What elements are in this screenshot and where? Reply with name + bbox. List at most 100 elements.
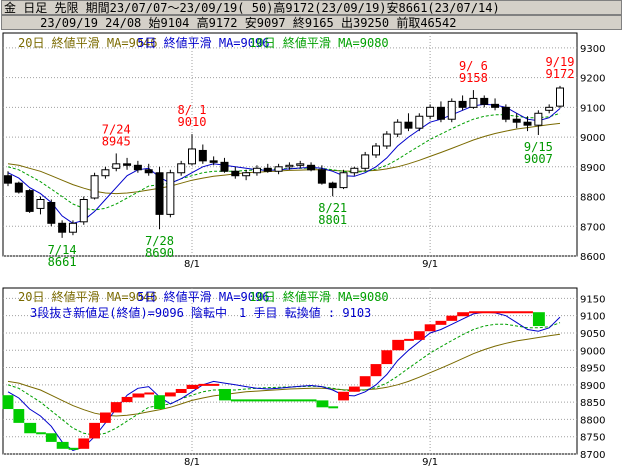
candle-body xyxy=(458,100,467,108)
candle-body xyxy=(350,167,359,174)
upper-y-tick-label: 8800 xyxy=(580,193,605,204)
candle-body xyxy=(242,172,251,177)
candle-body xyxy=(177,163,186,174)
up-brick xyxy=(338,391,349,401)
upper-y-tick-label: 8900 xyxy=(580,163,605,174)
legend-entry: 20日 終値平滑 MA=9046 xyxy=(18,35,157,50)
candle-body xyxy=(491,103,500,108)
legend-entry: 5日 終値平滑 MA=9096 xyxy=(137,289,269,304)
candle-body xyxy=(90,175,99,199)
candle-body xyxy=(534,112,543,126)
lower-x-axis: 8/1 9/1 xyxy=(184,457,438,468)
candle-body xyxy=(101,169,110,177)
lower-x-tick-label: 9/1 xyxy=(422,457,438,468)
candle-body xyxy=(4,175,12,184)
high-value-label: 9172 xyxy=(546,67,575,81)
up-brick xyxy=(424,324,436,332)
down-brick xyxy=(219,388,231,401)
candle-body xyxy=(480,97,489,105)
candle-body xyxy=(404,121,413,129)
up-brick xyxy=(446,315,458,321)
up-brick xyxy=(110,402,122,413)
up-brick xyxy=(164,392,176,397)
candle-body xyxy=(252,167,261,174)
lower-y-tick-label: 8850 xyxy=(580,398,605,409)
candle-body xyxy=(36,199,45,209)
lower-y-tick-label: 8750 xyxy=(580,433,605,444)
up-brick xyxy=(186,384,199,389)
lower-y-tick-label: 9100 xyxy=(580,312,605,323)
candle-body xyxy=(523,121,532,126)
high-value-label: 9010 xyxy=(178,115,207,129)
down-brick xyxy=(2,395,14,410)
candle-body xyxy=(144,169,153,174)
candle-body xyxy=(220,161,229,172)
low-date-label: 7/28 xyxy=(145,234,174,248)
high-date-label: 9/ 6 xyxy=(459,59,488,73)
low-date-label: 9/15 xyxy=(524,140,553,154)
upper-x-tick-label: 9/1 xyxy=(422,259,438,270)
candle-body xyxy=(393,121,402,135)
legend-entry: 20日 終値平滑 MA=9046 xyxy=(18,289,157,304)
candle-body xyxy=(79,199,88,223)
candle-body xyxy=(328,182,337,189)
lower-y-tick-label: 9000 xyxy=(580,346,605,357)
lower-y-tick-label: 9150 xyxy=(580,294,605,305)
upper-moving-averages xyxy=(7,103,561,224)
candle-body xyxy=(188,148,196,165)
candle-body xyxy=(14,182,23,193)
high-date-label: 9/19 xyxy=(546,55,575,69)
lower-y-tick-label: 9050 xyxy=(580,329,605,340)
lower-y-tick-label: 8800 xyxy=(580,415,605,426)
upper-y-tick-label: 9200 xyxy=(580,74,605,85)
candle-body xyxy=(68,222,77,233)
candle-body xyxy=(426,106,435,117)
candle-body xyxy=(155,172,164,215)
down-brick xyxy=(532,312,545,327)
candle-body xyxy=(198,149,207,162)
lower-y-tick-label: 8950 xyxy=(580,364,605,375)
chart-title-bar: 金 日足 先限 期間23/07/07〜23/09/19( 50)高9172(23… xyxy=(1,0,622,15)
down-brick xyxy=(56,441,69,449)
legend-entry: 10日 終値平滑 MA=9080 xyxy=(249,289,388,304)
down-brick xyxy=(24,422,37,434)
candle-body xyxy=(25,190,34,212)
down-brick xyxy=(13,409,25,423)
up-brick xyxy=(392,339,405,351)
candle-body xyxy=(47,201,56,224)
legend-entry: 10日 終値平滑 MA=9080 xyxy=(249,35,388,50)
upper-y-tick-label: 8700 xyxy=(580,222,605,233)
candle-body xyxy=(166,172,175,215)
up-brick xyxy=(381,350,393,365)
high-value-label: 8945 xyxy=(102,134,131,148)
candle-body xyxy=(123,163,132,166)
candle-body xyxy=(556,87,564,107)
down-brick xyxy=(45,433,57,442)
candle-body xyxy=(231,170,240,177)
candle-body xyxy=(209,160,218,163)
low-value-label: 8801 xyxy=(318,213,347,227)
up-brick xyxy=(89,422,100,439)
upper-candles xyxy=(4,85,564,238)
candle-body xyxy=(512,118,521,123)
up-brick xyxy=(78,438,90,449)
lower-bricks xyxy=(2,311,545,450)
up-brick xyxy=(435,320,447,325)
lower-info-text: 3段抜き新値足(終値)=9096 陰転中 1 手目 転換値 : 9103 xyxy=(30,305,371,320)
low-date-label: 8/21 xyxy=(318,201,347,215)
upper-x-axis: 8/1 9/1 xyxy=(184,259,438,270)
candle-body xyxy=(274,166,283,172)
up-brick xyxy=(457,312,470,317)
lower-y-tick-label: 8700 xyxy=(580,450,605,461)
up-brick xyxy=(100,412,111,423)
candle-body xyxy=(58,222,67,233)
lower-y-axis: 8700 8750 8800 8850 8900 8950 9000 9050 9100 9150 xyxy=(580,294,605,461)
candle-body xyxy=(307,164,316,171)
upper-ma5-line xyxy=(7,103,561,224)
candle-body xyxy=(372,145,380,156)
low-value-label: 9007 xyxy=(524,152,553,166)
down-brick xyxy=(316,400,329,408)
